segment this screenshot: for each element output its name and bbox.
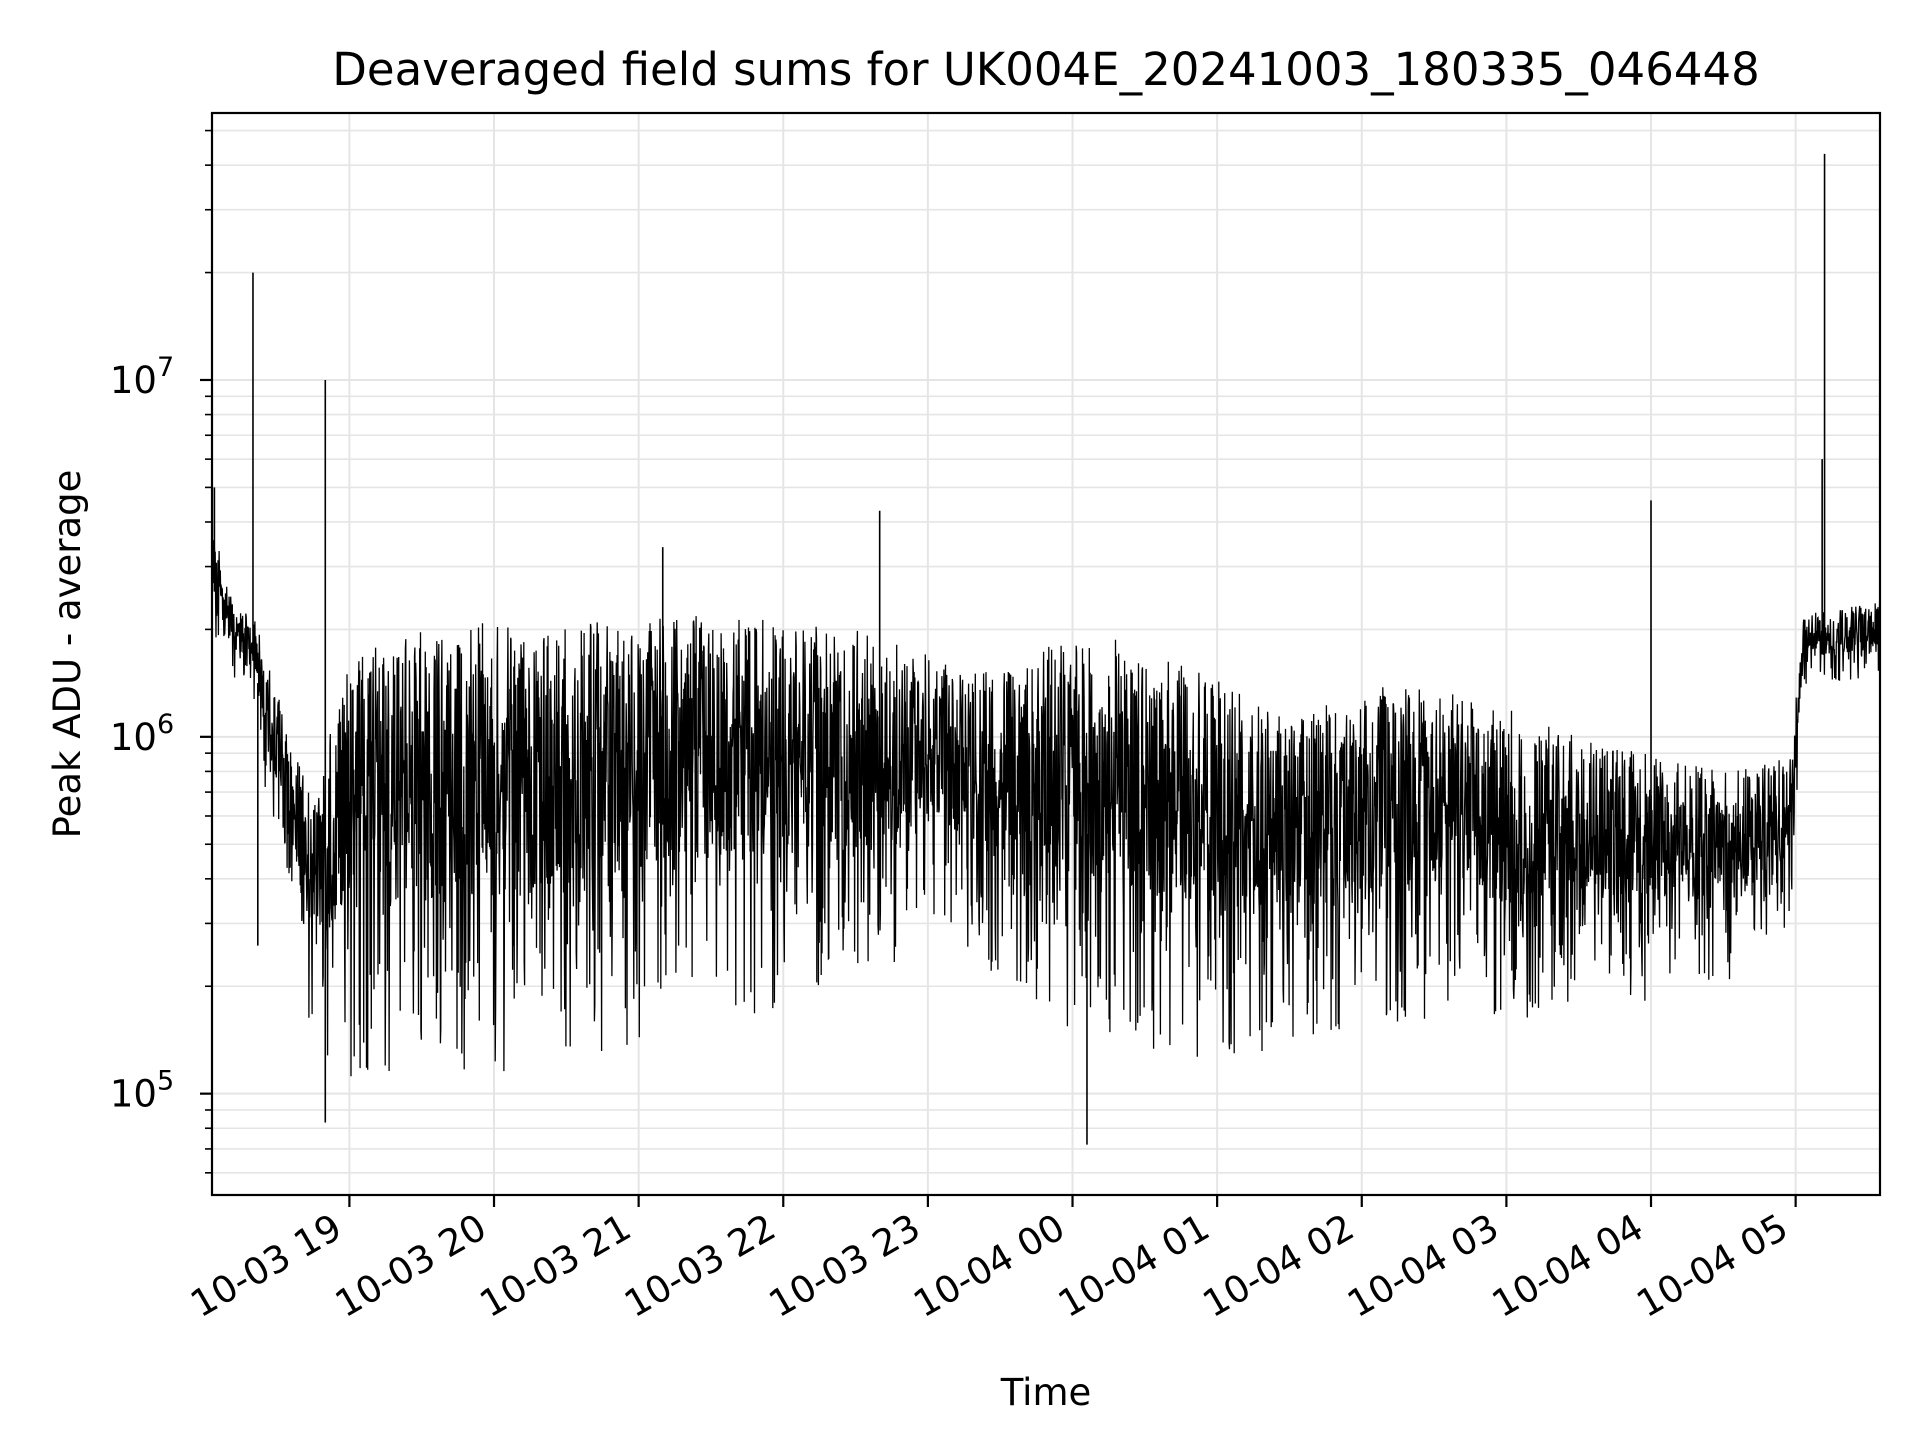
series bbox=[211, 153, 1881, 1145]
plot-area-frame bbox=[210, 111, 1882, 1197]
y-axis-label: Peak ADU - average bbox=[46, 470, 89, 839]
y-axis-ticks: 105 106 107 bbox=[110, 129, 212, 1174]
chart-title: Deaveraged field sums for UK004E_2024100… bbox=[332, 43, 1759, 96]
y-tick-label: 105 bbox=[110, 1066, 174, 1116]
series-line bbox=[211, 540, 1881, 1077]
y-tick-label: 107 bbox=[110, 352, 174, 402]
y-tick-label: 106 bbox=[110, 709, 174, 759]
x-axis-label: Time bbox=[1000, 1371, 1092, 1414]
